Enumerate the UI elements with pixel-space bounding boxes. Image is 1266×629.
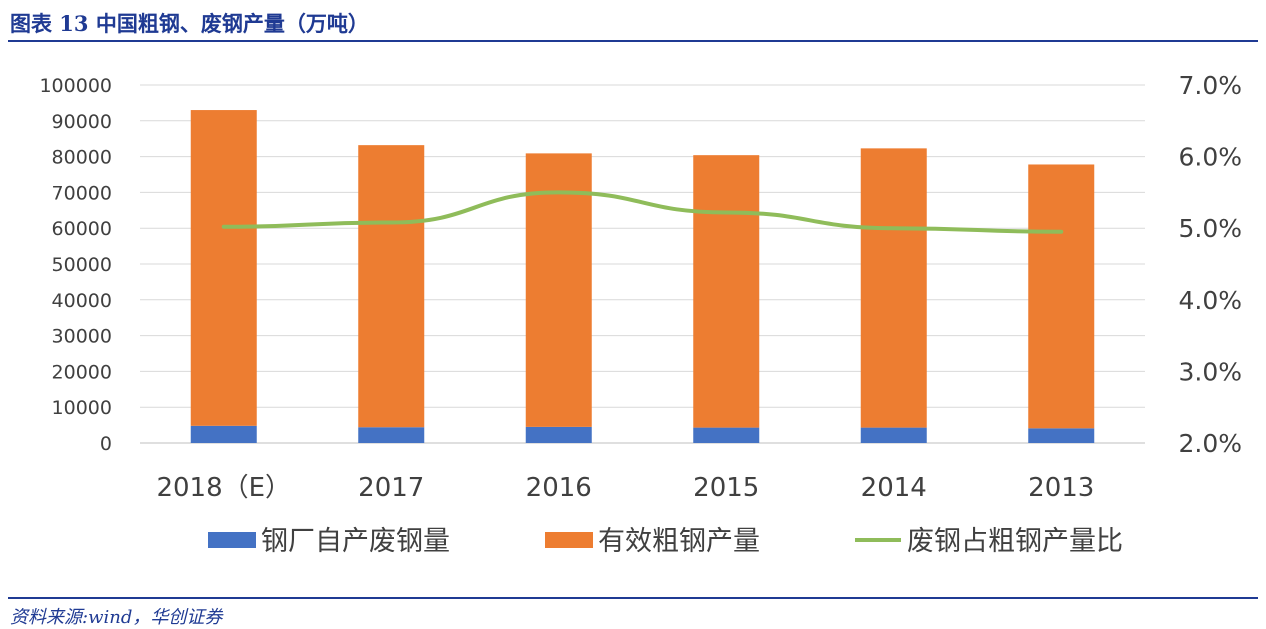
left-tick-label: 100000 (39, 75, 112, 97)
right-tick-label: 6.0% (1178, 143, 1242, 172)
bar-series (190, 110, 1095, 443)
left-tick-label: 50000 (52, 254, 112, 276)
left-tick-label: 40000 (52, 290, 112, 312)
effective-bar-segment (190, 110, 257, 426)
left-tick-label: 20000 (52, 361, 112, 383)
x-category-label: 2017 (358, 473, 424, 503)
gridlines (140, 84, 1145, 444)
right-tick-label: 7.0% (1178, 71, 1242, 100)
right-tick-label: 4.0% (1178, 286, 1242, 315)
x-category-label: 2018（E） (156, 473, 291, 503)
left-tick-label: 10000 (52, 397, 112, 419)
legend: 钢厂自产废钢量 有效粗钢产量 废钢占粗钢产量比 (208, 526, 1123, 557)
effective-bar-segment (1028, 164, 1095, 429)
left-tick-label: 70000 (52, 182, 112, 204)
legend-label: 钢厂自产废钢量 (261, 526, 450, 557)
figure-header: 图表 13 中国粗钢、废钢产量（万吨） (10, 8, 1258, 38)
left-tick-label: 0 (100, 433, 112, 455)
legend-swatch (208, 532, 256, 548)
right-tick-label: 2.0% (1178, 429, 1242, 458)
right-tick-label: 5.0% (1178, 214, 1242, 243)
effective-bar-segment (525, 153, 592, 427)
legend-label: 有效粗钢产量 (598, 526, 760, 557)
top-rule (8, 40, 1258, 42)
figure-title: 图表 13 中国粗钢、废钢产量（万吨） (10, 11, 369, 36)
effective-bar-segment (358, 145, 425, 428)
left-y-axis: 0 10000 20000 30000 40000 50000 60000 70000 8000… (39, 75, 112, 455)
scrap-bar-segment (860, 427, 927, 443)
scrap-bar-segment (693, 427, 760, 443)
scrap-bar-segment (190, 425, 257, 443)
ratio-line-series (221, 190, 1064, 234)
right-y-axis: 2.0% 3.0% 4.0% 5.0% 6.0% 7.0% (1178, 71, 1242, 458)
bottom-rule (8, 597, 1258, 599)
legend-swatch (545, 532, 593, 548)
scrap-bar-segment (358, 427, 425, 443)
left-tick-label: 60000 (52, 218, 112, 240)
x-category-label: 2015 (693, 473, 759, 503)
source-note: 资料来源:wind，华创证券 (10, 607, 223, 628)
left-tick-label: 30000 (52, 326, 112, 348)
legend-label: 废钢占粗钢产量比 (907, 526, 1123, 557)
x-category-label: 2014 (861, 473, 927, 503)
x-category-label: 2013 (1028, 473, 1094, 503)
x-axis: 2018（E） 2017 2016 2015 2014 2013 (156, 473, 1094, 503)
effective-bar-segment (693, 155, 760, 428)
scrap-bar-segment (525, 426, 592, 443)
scrap-bar-segment (1028, 428, 1095, 443)
effective-bar-segment (860, 148, 927, 428)
ratio-line (221, 190, 1064, 234)
right-tick-label: 3.0% (1178, 357, 1242, 386)
x-category-label: 2016 (526, 473, 592, 503)
left-tick-label: 90000 (52, 111, 112, 133)
left-tick-label: 80000 (52, 147, 112, 169)
